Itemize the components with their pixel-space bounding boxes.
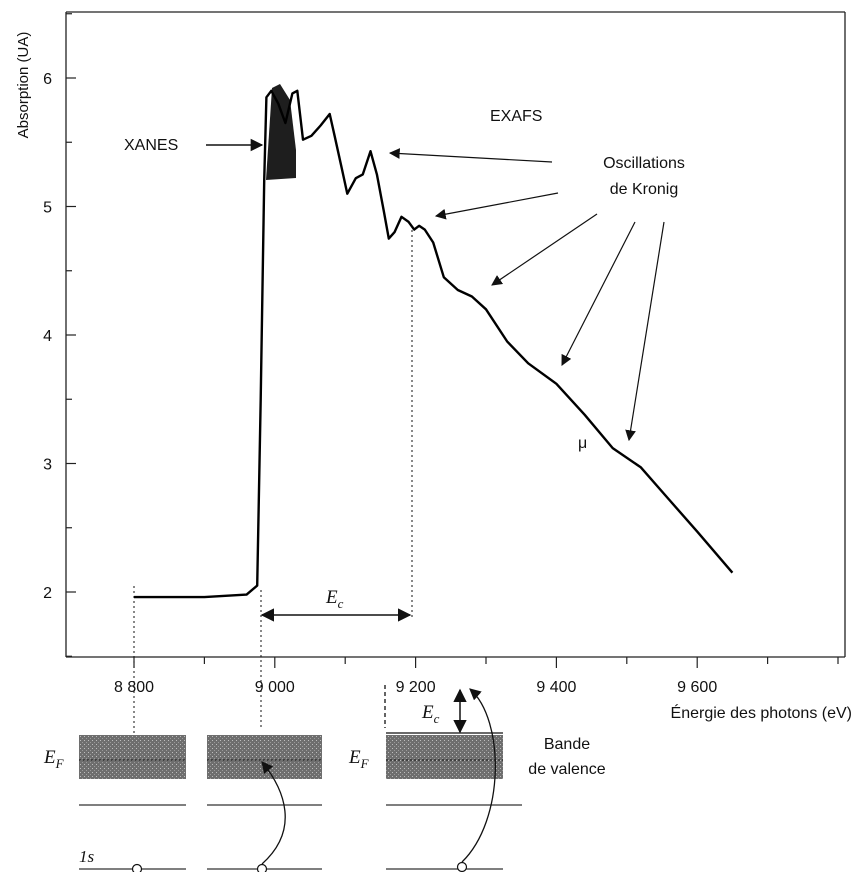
ec-label: Ec <box>325 587 344 611</box>
valence-band-2 <box>207 735 322 779</box>
ef-label-1: EF <box>43 747 65 771</box>
one-s-label: 1s <box>79 847 95 866</box>
valence-band-1 <box>79 735 186 779</box>
ef-label-3: EF <box>348 747 370 771</box>
y-axis-label: Absorption (UA) <box>15 32 32 139</box>
core-hole-2 <box>256 863 268 872</box>
excitation-arrow-2 <box>261 761 286 865</box>
excitation-arrow-3 <box>461 688 496 863</box>
valence-band-label-line1: Bande <box>544 736 590 753</box>
kronig-arrow-4 <box>561 221 636 366</box>
kronig-arrow-3 <box>491 213 598 286</box>
core-hole-1 <box>131 863 143 872</box>
oscillations-label-line1: Oscillations <box>603 155 685 172</box>
x-tick-label: 9 600 <box>677 679 717 696</box>
y-tick-label: 6 <box>43 71 52 88</box>
oscillations-label-line2: de Kronig <box>610 181 679 198</box>
ec-level-label: Ec <box>421 702 440 726</box>
absorption-curve <box>134 89 734 599</box>
kronig-arrow-2 <box>434 192 559 220</box>
valence-band-3 <box>386 735 503 779</box>
kronig-arrow-5 <box>625 221 665 442</box>
valence-band-label-line2: de valence <box>528 761 605 778</box>
y-tick-label: 5 <box>43 200 52 217</box>
x-tick-label: 9 000 <box>255 679 295 696</box>
mu-label: μ <box>578 435 587 452</box>
x-tick-label: 9 200 <box>396 679 436 696</box>
core-hole-3 <box>456 861 468 872</box>
y-tick-label: 4 <box>43 328 52 345</box>
exafs-label: EXAFS <box>490 108 542 125</box>
xanes-label: XANES <box>124 137 178 154</box>
kronig-arrow-1 <box>388 148 553 163</box>
y-tick-label: 2 <box>43 585 52 602</box>
y-tick-label: 3 <box>43 457 52 474</box>
x-tick-label: 9 400 <box>536 679 576 696</box>
x-axis-label: Énergie des photons (eV) <box>671 703 852 722</box>
